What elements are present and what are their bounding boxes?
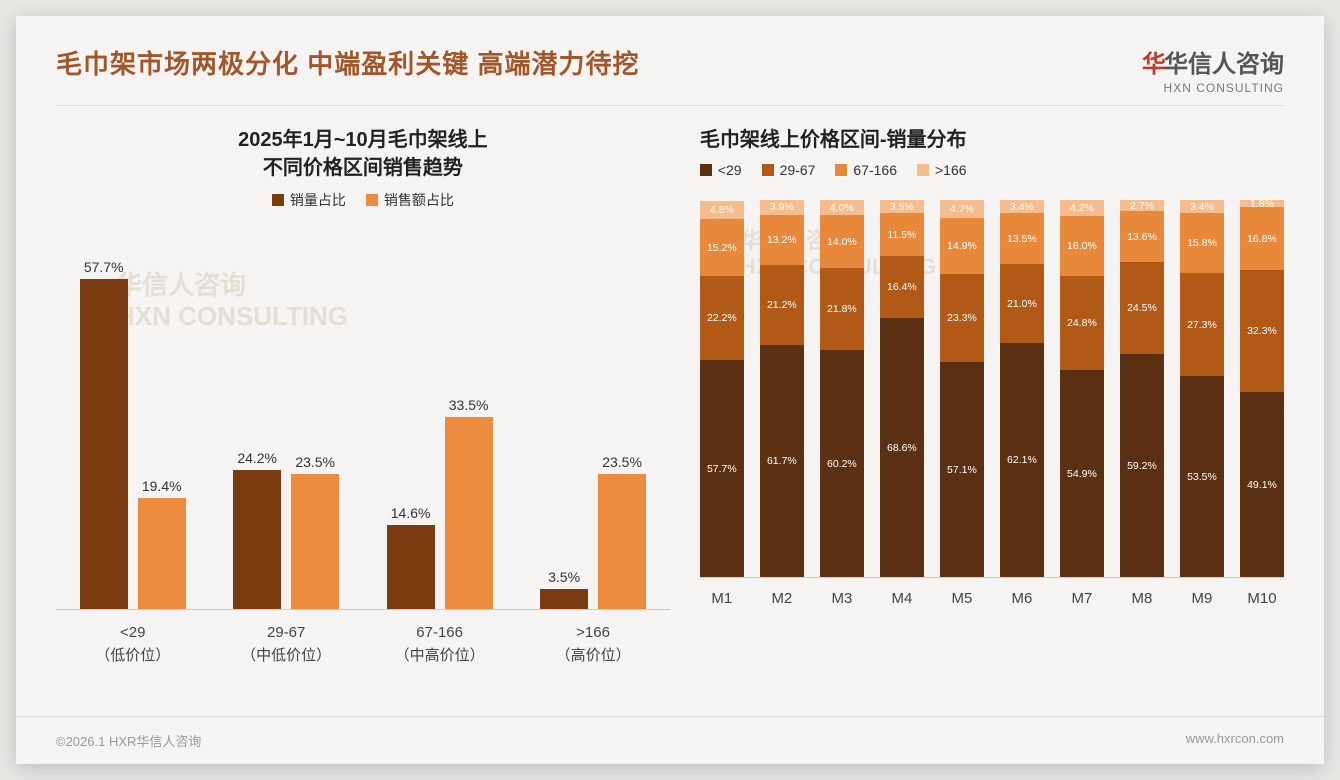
bar-group-3: 3.5% 23.5% [540, 454, 646, 609]
bar-group-labels: <29 （低价位） 29-67 （中低价位） 67-166 （中高价位） >16… [56, 622, 670, 667]
bar-value-0-sales: 57.7% [84, 259, 124, 275]
bar-0-revenue-share[interactable] [138, 498, 186, 609]
left-bar-chart: 华信人咨询 HXN CONSULTING 57.7% 19.4% [56, 230, 670, 650]
right-chart-legend: <29 29-67 67-166 >166 [700, 162, 1284, 178]
legend-item-revenue-share[interactable]: 销售额占比 [366, 190, 454, 210]
legend-item-67-166[interactable]: 67-166 [835, 162, 897, 178]
right-chart-title: 毛巾架线上价格区间-销量分布 [700, 126, 1284, 154]
bar-3-sales-share[interactable] [540, 589, 588, 609]
bar-value-2-sales: 14.6% [391, 505, 431, 521]
bar-groups: 57.7% 19.4% 24.2% [56, 230, 670, 610]
bar-group-0: 57.7% 19.4% [80, 259, 186, 609]
bar-value-1-revenue: 23.5% [295, 454, 335, 470]
bar-value-2-revenue: 33.5% [449, 397, 489, 413]
stacked-bar-M1[interactable]: 57.7% 22.2% 15.2% 4.8% [700, 200, 744, 577]
logo-accent-char: 华 [1142, 51, 1166, 78]
stacked-bar-M10[interactable]: 49.1% 32.3% 16.8% 1.8% [1240, 200, 1284, 577]
bar-1-sales-share[interactable] [233, 470, 281, 609]
legend-item-gt166[interactable]: >166 [917, 162, 967, 178]
legend-item-sales-share[interactable]: 销量占比 [272, 190, 346, 210]
bar-group-2: 14.6% 33.5% [387, 397, 493, 609]
legend-item-29-67[interactable]: 29-67 [762, 162, 816, 178]
right-chart-panel: 毛巾架线上价格区间-销量分布 <29 29-67 67-166 >166 [670, 126, 1284, 686]
stacked-bar-M6[interactable]: 62.1% 21.0% 13.5% 3.4% [1000, 200, 1044, 577]
bar-2-revenue-share[interactable] [445, 417, 493, 609]
stacked-bar-M5[interactable]: 57.1% 23.3% 14.9% 4.7% [940, 200, 984, 577]
bar-value-0-revenue: 19.4% [142, 478, 182, 494]
bar-0-sales-share[interactable] [80, 279, 128, 609]
legend-swatch-29-67 [762, 164, 774, 176]
stacked-chart-labels: M1 M2 M3 M4 M5 M6 M7 M8 M9 M10 [700, 590, 1284, 607]
footer-website[interactable]: www.hxrcon.com [1186, 731, 1284, 750]
left-chart-panel: 2025年1月~10月毛巾架线上 不同价格区间销售趋势 销量占比 销售额占比 华… [56, 126, 670, 686]
legend-item-lt29[interactable]: <29 [700, 162, 742, 178]
stacked-groups: 57.7% 22.2% 15.2% 4.8% 61.7% 21.2% 13.2%… [700, 198, 1284, 578]
bar-value-1-sales: 24.2% [237, 450, 277, 466]
logo-subtext: HXN CONSULTING [1142, 81, 1284, 95]
bar-group-1: 24.2% 23.5% [233, 450, 339, 609]
footer-copyright: ©2026.1 HXR华信人咨询 [56, 731, 201, 750]
legend-swatch-revenue-share [366, 194, 378, 206]
company-logo: 华华信人咨询 HXN CONSULTING [1142, 44, 1284, 95]
body-area: 2025年1月~10月毛巾架线上 不同价格区间销售趋势 销量占比 销售额占比 华… [16, 106, 1324, 686]
left-chart-title: 2025年1月~10月毛巾架线上 不同价格区间销售趋势 [56, 126, 670, 182]
left-chart-legend: 销量占比 销售额占比 [56, 190, 670, 210]
bar-3-revenue-share[interactable] [598, 474, 646, 609]
legend-swatch-gt166 [917, 164, 929, 176]
legend-swatch-lt29 [700, 164, 712, 176]
bar-2-sales-share[interactable] [387, 525, 435, 609]
legend-swatch-67-166 [835, 164, 847, 176]
bar-value-3-sales: 3.5% [548, 569, 580, 585]
stacked-bar-M8[interactable]: 59.2% 24.5% 13.6% 2.7% [1120, 200, 1164, 577]
footer: ©2026.1 HXR华信人咨询 www.hxrcon.com [16, 716, 1324, 764]
header: 毛巾架市场两极分化 中端盈利关键 高端潜力待挖 华华信人咨询 HXN CONSU… [16, 16, 1324, 105]
slide-title: 毛巾架市场两极分化 中端盈利关键 高端潜力待挖 [56, 44, 639, 81]
bar-value-3-revenue: 23.5% [602, 454, 642, 470]
stacked-bar-M2[interactable]: 61.7% 21.2% 13.2% 3.9% [760, 200, 804, 577]
legend-swatch-sales-share [272, 194, 284, 206]
slide-sheet: 毛巾架市场两极分化 中端盈利关键 高端潜力待挖 华华信人咨询 HXN CONSU… [16, 16, 1324, 764]
stacked-bar-M9[interactable]: 53.5% 27.3% 15.8% 3.4% [1180, 200, 1224, 577]
stacked-bar-M4[interactable]: 68.6% 16.4% 11.5% 3.5% [880, 200, 924, 577]
stacked-bar-M3[interactable]: 60.2% 21.8% 14.0% 4.0% [820, 200, 864, 577]
bar-1-revenue-share[interactable] [291, 474, 339, 609]
logo-main-text: 华信人咨询 [1164, 51, 1284, 78]
stacked-bar-M7[interactable]: 54.9% 24.8% 16.0% 4.2% [1060, 200, 1104, 577]
